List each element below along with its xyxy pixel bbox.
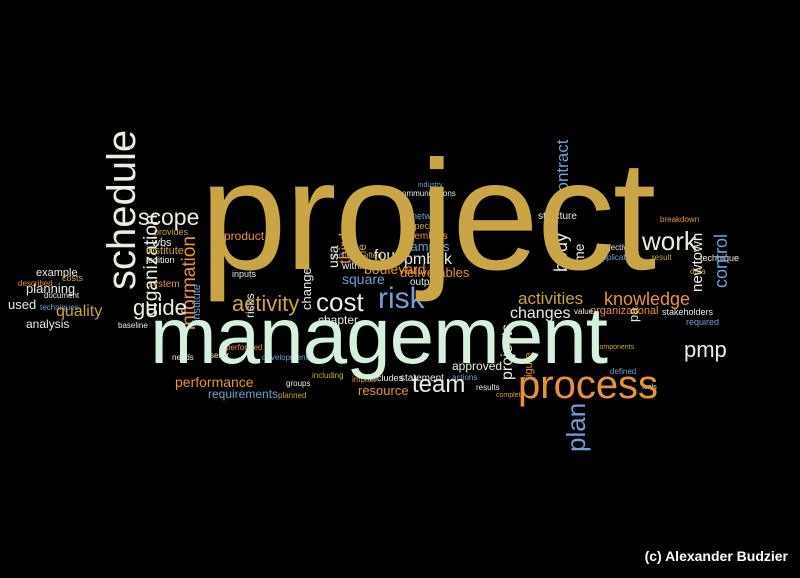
word-within: within <box>342 261 368 272</box>
word-industry: industry <box>418 182 443 189</box>
word-analysis: analysis <box>26 317 70 331</box>
word-control: control <box>711 233 731 288</box>
word-pmbok: pmbok <box>404 251 453 268</box>
word-seller: seller <box>210 351 230 360</box>
credit-text: (c) Alexander Budzier <box>644 548 788 564</box>
word-technique: technique <box>700 253 740 263</box>
word-four: four <box>374 247 400 264</box>
word-pmp: pmp <box>684 337 727 362</box>
word-document: document <box>44 291 80 300</box>
word-inputs: inputs <box>232 269 257 279</box>
word-planning: planning <box>26 281 76 296</box>
word-management: management <box>150 291 608 380</box>
word-organizational: organizational <box>590 305 659 317</box>
word-risk: risk <box>378 282 425 315</box>
word-communications: communications <box>398 189 456 198</box>
word-product: product <box>224 229 265 243</box>
word-quality: quality <box>56 303 103 320</box>
word-application: application <box>598 253 637 262</box>
word-chapter: chapter <box>318 313 359 327</box>
word-often: often <box>364 251 382 260</box>
word-including: including <box>312 371 344 380</box>
word-plan: plan <box>561 402 591 452</box>
word-defined: defined <box>610 367 637 376</box>
word-requirements: requirements <box>208 387 279 401</box>
word-planned: planned <box>278 391 307 400</box>
word-square: square <box>342 271 385 287</box>
word-described: described <box>18 279 53 288</box>
word-performed: performed <box>226 343 263 352</box>
word-impact: impact <box>352 375 376 384</box>
word-specific: specific <box>410 221 441 231</box>
word-network: network <box>412 211 444 221</box>
word-actions: actions <box>452 373 478 382</box>
word-section: section <box>330 251 356 260</box>
word-statement: statement <box>400 373 444 384</box>
word-guide: guide <box>133 295 187 320</box>
word-value: value <box>574 307 594 316</box>
word-cost: cost <box>316 287 364 317</box>
word-resource: resource <box>358 383 409 398</box>
word-provides: provides <box>154 227 189 237</box>
word-knowledge: knowledge <box>604 289 691 309</box>
word-costs: costs <box>62 273 84 283</box>
word-process: process <box>518 363 659 407</box>
word-schedule: schedule <box>100 129 144 290</box>
word-project: project <box>200 129 656 303</box>
word-changes: changes <box>510 305 571 322</box>
word-example: example <box>36 267 78 279</box>
word-breakdown: breakdown <box>660 215 700 224</box>
word-results: results <box>476 383 500 392</box>
word-structure: structure <box>538 211 577 222</box>
word-deliverables: deliverables <box>400 265 470 280</box>
word-includes: includes <box>370 373 404 383</box>
word-used: used <box>8 297 37 312</box>
word-components: components <box>596 344 635 351</box>
word-required: required <box>686 317 720 327</box>
word-campus: campus <box>404 239 450 254</box>
word-edition: edition <box>148 255 175 265</box>
word-objectives: objectives <box>600 243 636 252</box>
word-groups: groups <box>286 379 311 388</box>
word-scope: scope <box>138 204 200 230</box>
word-development: development <box>262 353 308 362</box>
word-result: result <box>652 253 672 262</box>
word-stakeholders: stakeholders <box>662 307 714 317</box>
word-institute: institute <box>146 245 184 257</box>
word-activities: activities <box>518 289 584 308</box>
word-techniques: techniques <box>40 303 79 312</box>
word-activity: activity <box>232 291 300 316</box>
word-wbs: wbs <box>152 237 172 249</box>
word-baseline: baseline <box>118 321 148 330</box>
word-members: members <box>406 231 448 242</box>
word-approved: approved <box>452 359 503 373</box>
word-complete: complete <box>496 392 525 399</box>
word-needs: needs <box>172 353 194 362</box>
word-data: data <box>690 267 706 276</box>
word-system: system <box>148 279 180 290</box>
word-team: team <box>412 371 466 398</box>
word-performance: performance <box>175 374 254 390</box>
word-outputs: outputs <box>410 277 443 288</box>
word-tools: tools <box>642 384 657 391</box>
word-boulevard: boulevard <box>364 261 426 277</box>
word-work: work <box>642 226 697 256</box>
